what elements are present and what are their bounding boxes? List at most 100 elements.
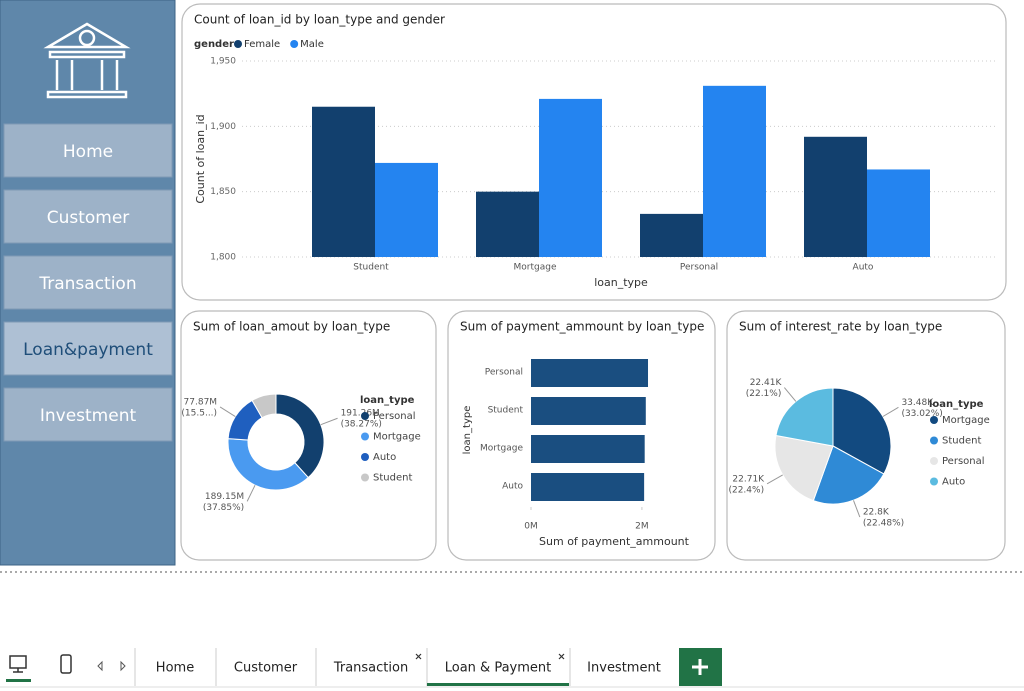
x-tick-label: Mortgage [514,263,557,273]
legend-label: Female [244,39,280,50]
chart-title: Sum of loan_amout by loan_type [193,320,390,334]
data-label: (15.5...) [181,408,217,418]
data-label: 33.48K [901,398,934,408]
data-label: 22.41K [750,378,783,388]
data-label: (33.02%) [901,409,942,419]
legend-label: Personal [373,411,416,422]
next-arrow[interactable] [120,660,126,672]
data-label: (22.4%) [728,485,764,495]
nav-label: Loan&payment [23,340,153,360]
nav-button[interactable] [3,189,173,244]
legend-label: Student [942,436,981,447]
y-tick-label: Student [488,406,524,416]
chart-title: Count of loan_id by loan_type and gender [194,13,445,27]
slice [832,387,892,475]
legend-marker [930,457,938,465]
y-axis-title: Count of loan_id [194,114,207,203]
y-tick-label: 1,850 [210,187,236,197]
legend-title: gender [194,39,234,50]
tab-label[interactable]: Loan & Payment [445,661,552,676]
view-underline [6,679,31,682]
bar [804,136,867,257]
phone-icon[interactable] [60,654,72,674]
data-label: 191.26M [341,409,380,419]
slice [812,445,885,505]
bar [531,435,645,463]
bar [375,162,438,257]
legend-marker [361,473,369,482]
close-icon[interactable] [558,653,565,660]
x-tick-label: Student [353,263,389,273]
close-icon[interactable] [415,653,422,660]
nav-label: Customer [47,208,130,228]
legend-marker [290,40,299,48]
data-label: 22.8K [863,508,890,518]
y-tick-label: Personal [485,368,523,378]
legend-marker [234,40,242,48]
bank-icon [43,22,131,99]
y-tick-label: 1,800 [210,253,236,263]
leader-line [219,406,236,417]
y-axis-title: loan_type [462,406,473,455]
data-label: 77.87M [184,397,218,407]
legend-marker [361,453,369,461]
legend-label: Male [300,39,324,50]
nav-button[interactable] [3,123,173,178]
bar [703,85,766,258]
x-tick-label: Personal [680,263,718,273]
desktop-icon[interactable] [9,655,27,673]
bar [476,191,539,257]
bar [531,473,645,501]
x-axis-title: loan_type [594,276,648,289]
chart-title: Sum of interest_rate by loan_type [739,320,942,334]
legend-label: Auto [942,477,965,488]
x-tick-label: 2M [635,522,649,532]
bar [640,213,703,257]
legend-label: Personal [942,456,985,467]
tab-label[interactable]: Investment [587,661,661,676]
nav-button[interactable] [3,255,173,310]
leader-line [783,387,797,402]
legend-label: Mortgage [373,432,421,443]
bar [312,106,375,257]
legend-title: loan_type [360,395,415,406]
data-label: (37.85%) [203,503,244,513]
nav-label: Transaction [38,274,136,294]
leader-line [766,474,783,485]
plus-icon [692,659,708,675]
legend-marker [361,412,369,420]
bar [531,397,646,425]
y-tick-label: Auto [502,482,523,492]
nav-button[interactable] [3,321,173,376]
legend-marker [930,477,938,486]
nav-button[interactable] [3,387,173,442]
tab-label[interactable]: Transaction [333,661,408,676]
legend-marker [361,432,369,441]
y-tick-label: Mortgage [480,444,523,454]
x-tick-label: Auto [853,263,874,273]
data-label: (38.27%) [341,420,382,430]
slice [251,393,277,419]
slice [775,387,834,447]
prev-arrow[interactable] [97,660,103,672]
data-label: 22.71K [732,474,765,484]
data-label: (22.1%) [746,389,782,399]
close-stroke [558,653,565,660]
y-tick-label: 1,900 [210,122,236,132]
leader-line [852,500,861,518]
tab-label[interactable]: Home [156,661,194,676]
x-tick-label: 0M [524,522,538,532]
data-label: 189.15M [205,492,244,502]
bar [867,169,930,257]
active-tab-underline [427,683,569,686]
tab-label[interactable]: Customer [234,661,298,676]
leader-line [246,484,256,502]
slice [774,434,834,502]
legend-marker [930,436,938,445]
chart-title: Sum of payment_ammount by loan_type [460,320,704,334]
bar [531,359,649,387]
x-axis-title: Sum of payment_ammount [539,535,690,548]
legend-label: Mortgage [942,415,990,426]
